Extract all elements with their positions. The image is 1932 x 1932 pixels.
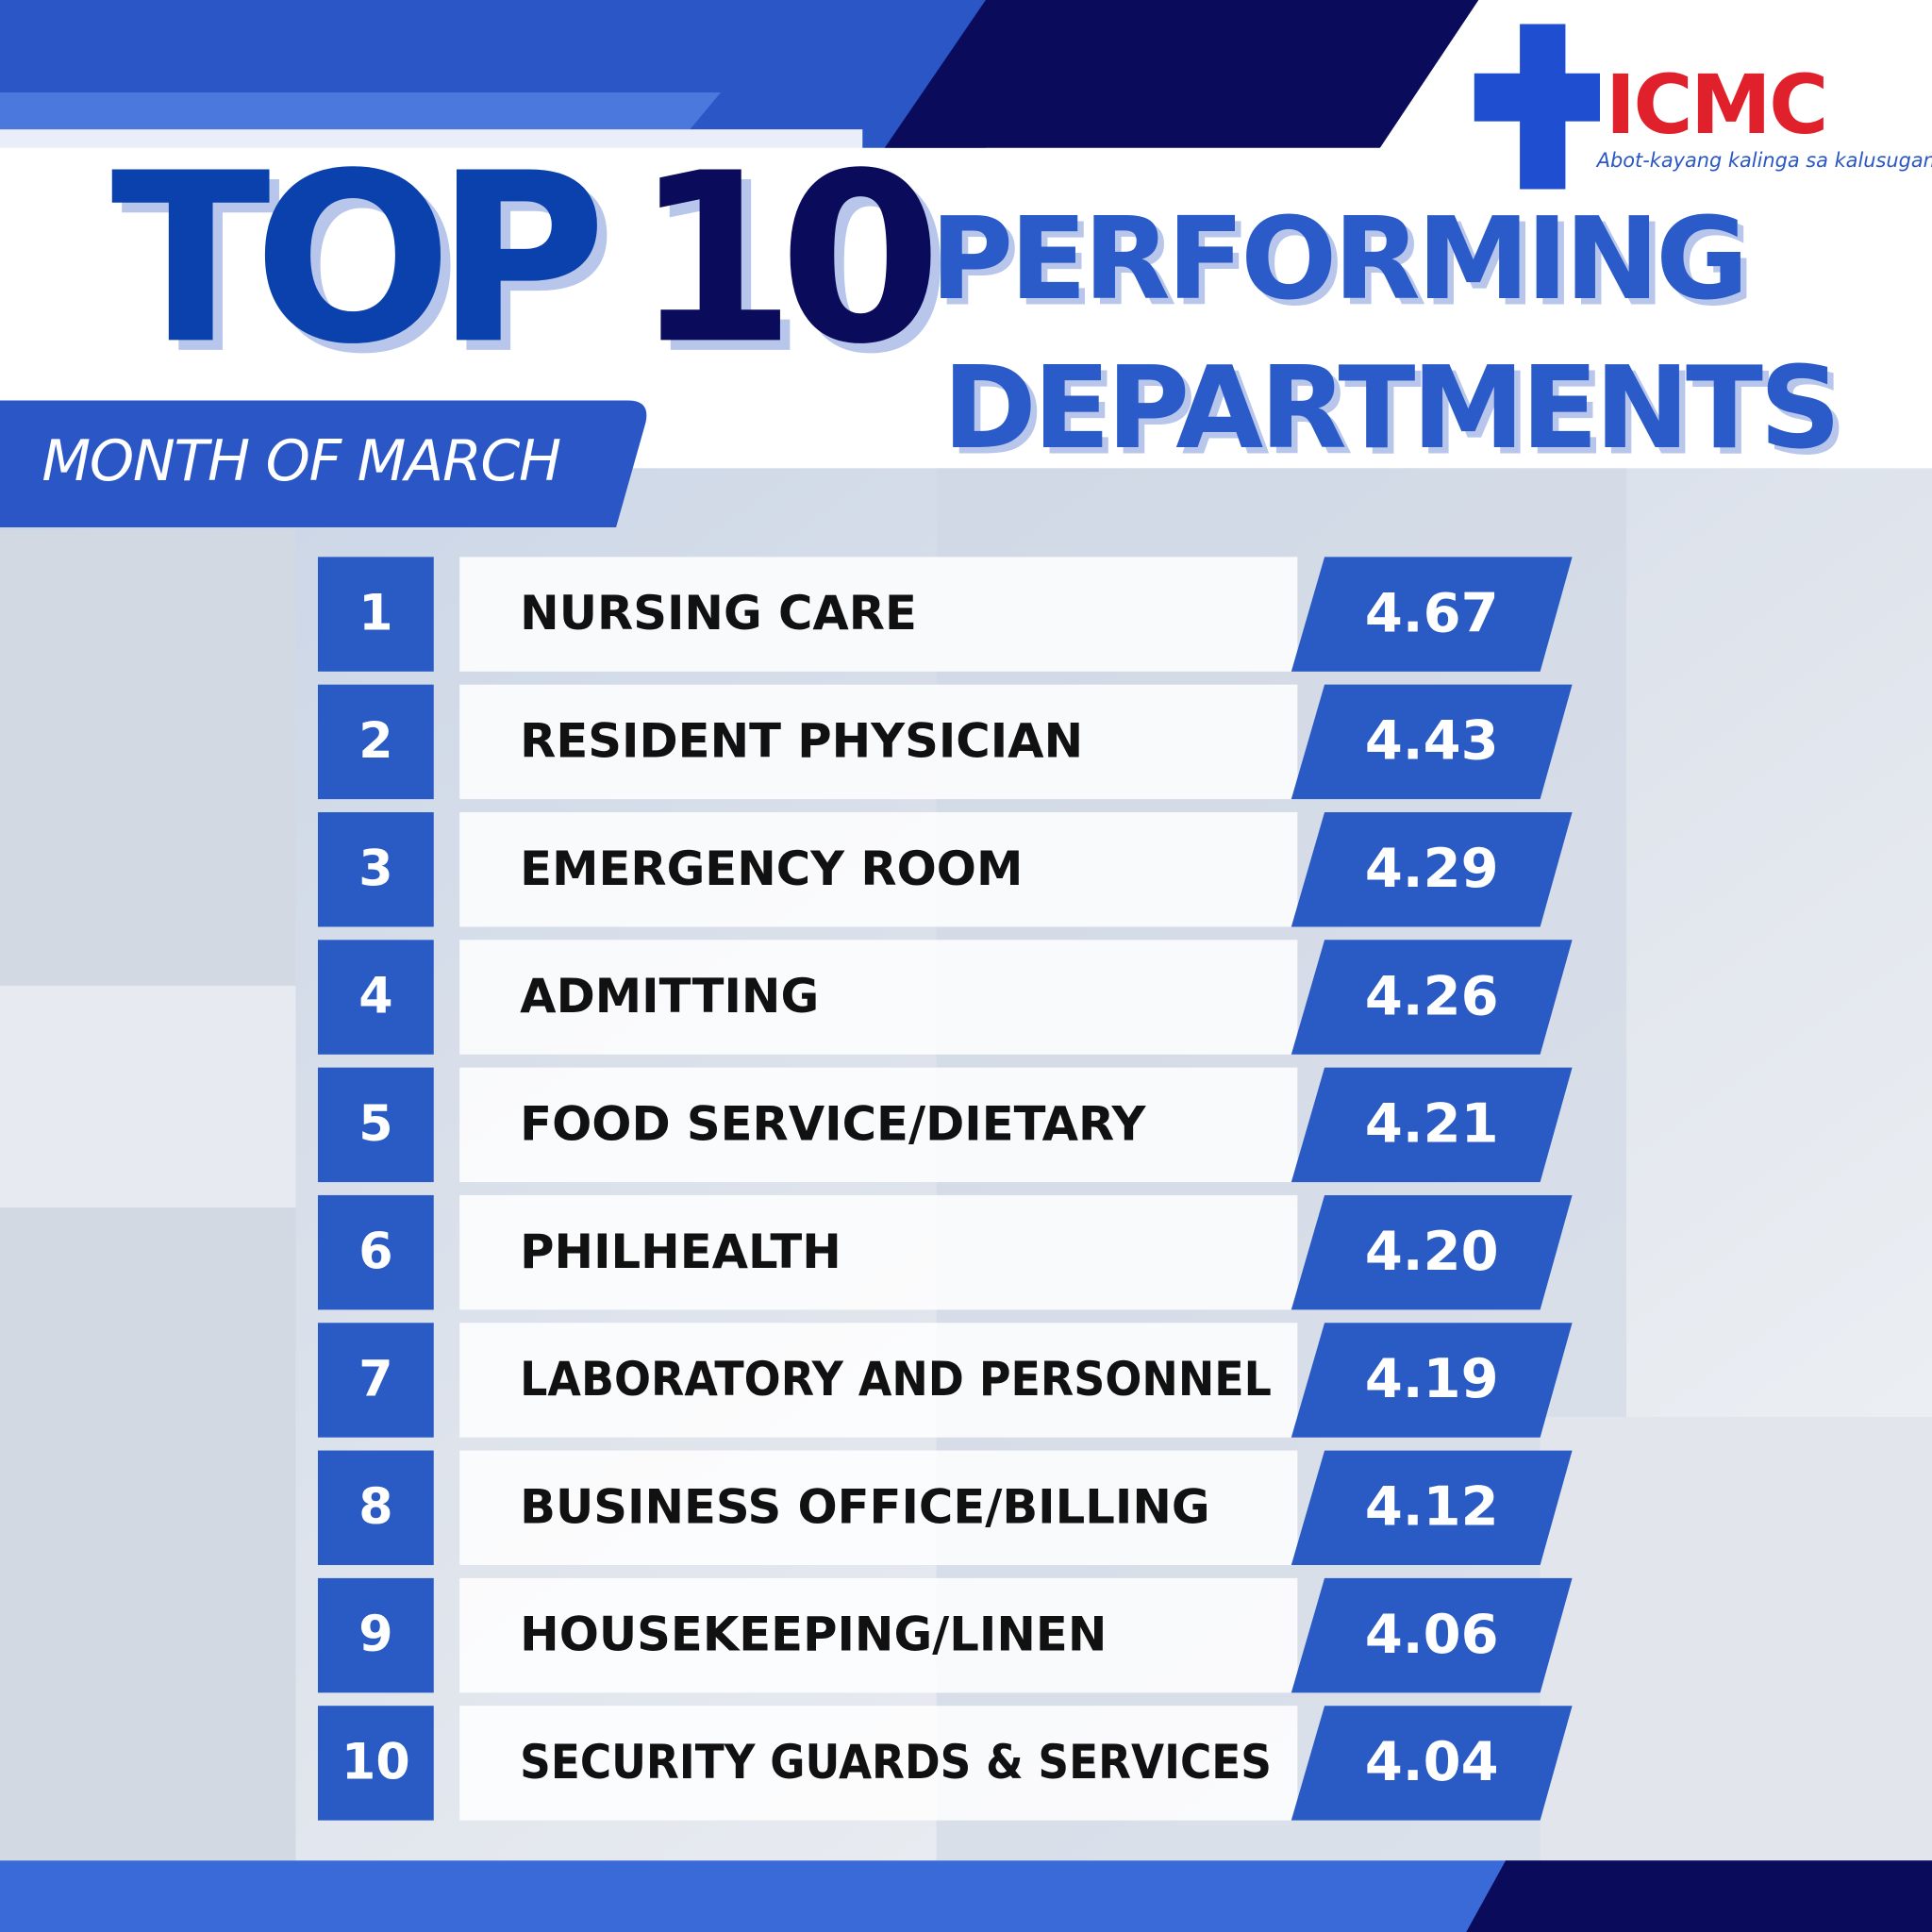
score-cell bbox=[1291, 1577, 1573, 1693]
title-top: TOP bbox=[111, 123, 598, 395]
score-cell bbox=[1291, 557, 1573, 672]
score: 4.21 bbox=[1365, 1092, 1499, 1156]
department: BUSINESS OFFICE/BILLING bbox=[520, 1479, 1209, 1534]
score: 4.12 bbox=[1365, 1475, 1499, 1539]
score: 4.67 bbox=[1365, 581, 1499, 644]
name-cell bbox=[459, 684, 1298, 800]
score-cell bbox=[1291, 1706, 1573, 1821]
building-window bbox=[0, 985, 296, 1208]
name-cell bbox=[459, 1194, 1298, 1310]
top-shadow bbox=[0, 129, 863, 155]
top-band-dark bbox=[884, 0, 1479, 148]
rank: 5 bbox=[358, 1096, 392, 1153]
score: 4.20 bbox=[1365, 1220, 1499, 1283]
rank: 8 bbox=[358, 1479, 392, 1536]
bottom-band-dark bbox=[1466, 1860, 1932, 1932]
name-cell bbox=[459, 1067, 1298, 1183]
rank-cell bbox=[317, 1067, 434, 1183]
name-cell bbox=[459, 1323, 1298, 1438]
department: NURSING CARE bbox=[520, 586, 917, 641]
title-shadow: TOP bbox=[121, 133, 608, 406]
ranking-table: 1 NURSING CARE 4.67 2 RESIDENT PHYSICIAN 4.43… bbox=[317, 557, 1573, 1821]
building-roof bbox=[1540, 1417, 1932, 1861]
department: RESIDENT PHYSICIAN bbox=[520, 714, 1083, 769]
rank-cell bbox=[317, 1577, 434, 1693]
logo: ICMC Abot-kayang kalinga sa kalusugan bbox=[1470, 20, 1932, 193]
score: 4.06 bbox=[1365, 1603, 1499, 1666]
title-shadow: 10 bbox=[643, 133, 941, 406]
score-cell bbox=[1291, 940, 1573, 1055]
department: PHILHEALTH bbox=[520, 1224, 841, 1279]
department: FOOD SERVICE/DIETARY bbox=[520, 1096, 1146, 1151]
rank: 6 bbox=[358, 1224, 392, 1280]
rank-cell bbox=[317, 1194, 434, 1310]
score-cell bbox=[1291, 1067, 1573, 1183]
rank-cell bbox=[317, 1323, 434, 1438]
rank-cell bbox=[317, 684, 434, 800]
score-cell bbox=[1291, 1450, 1573, 1566]
title-shadow: DEPARTMENTS bbox=[949, 349, 1844, 481]
logo-cross bbox=[1470, 20, 1604, 193]
score: 4.43 bbox=[1365, 709, 1499, 773]
name-cell bbox=[459, 1706, 1298, 1821]
title-line2: DEPARTMENTS bbox=[942, 342, 1838, 475]
name-cell bbox=[459, 940, 1298, 1055]
rank-cell bbox=[317, 811, 434, 927]
title-line1: PERFORMING bbox=[930, 193, 1745, 325]
rank-cell bbox=[317, 557, 434, 672]
rank: 9 bbox=[358, 1607, 392, 1663]
logo-name: ICMC bbox=[1606, 58, 1826, 153]
rank: 1 bbox=[358, 586, 392, 642]
logo-tagline: Abot-kayang kalinga sa kalusugan bbox=[1595, 149, 1932, 172]
rank-cell bbox=[317, 1706, 434, 1821]
department: EMERGENCY ROOM bbox=[520, 841, 1023, 896]
rank: 10 bbox=[341, 1735, 410, 1791]
score: 4.04 bbox=[1365, 1730, 1499, 1793]
period: MONTH OF MARCH bbox=[42, 428, 560, 494]
name-cell bbox=[459, 557, 1298, 672]
score: 4.29 bbox=[1365, 837, 1499, 900]
score: 4.26 bbox=[1365, 964, 1499, 1027]
score-cell bbox=[1291, 1194, 1573, 1310]
rank: 2 bbox=[358, 713, 392, 770]
name-cell bbox=[459, 1577, 1298, 1693]
score: 4.19 bbox=[1365, 1347, 1499, 1410]
score-cell bbox=[1291, 811, 1573, 927]
department: HOUSEKEEPING/LINEN bbox=[520, 1607, 1107, 1662]
rank: 4 bbox=[358, 969, 392, 1025]
rank: 7 bbox=[358, 1352, 392, 1408]
score-cell bbox=[1291, 684, 1573, 800]
department: ADMITTING bbox=[520, 969, 819, 1024]
title-number: 10 bbox=[633, 123, 930, 395]
department: SECURITY GUARDS & SERVICES bbox=[520, 1735, 1272, 1790]
name-cell bbox=[459, 1450, 1298, 1566]
title-shadow: PERFORMING bbox=[937, 200, 1752, 332]
name-cell bbox=[459, 811, 1298, 927]
rank: 3 bbox=[358, 841, 392, 897]
rank-cell bbox=[317, 940, 434, 1055]
period-badge bbox=[0, 400, 647, 528]
top-stripe bbox=[0, 92, 722, 130]
rank-cell bbox=[317, 1450, 434, 1566]
score-cell bbox=[1291, 1323, 1573, 1438]
department: LABORATORY AND PERSONNEL bbox=[520, 1352, 1272, 1407]
